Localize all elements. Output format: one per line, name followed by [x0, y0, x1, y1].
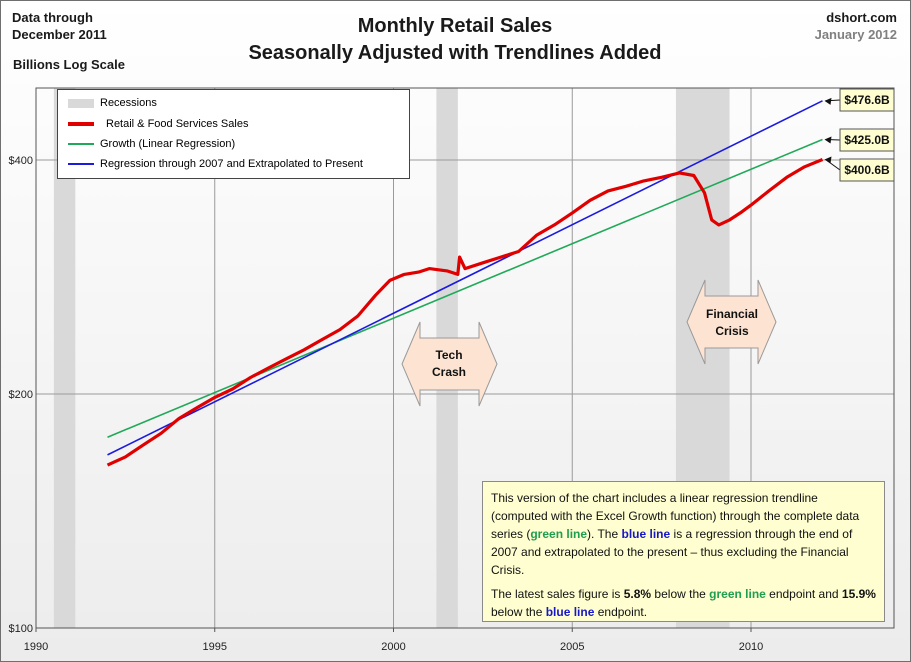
data-through-note: Data through December 2011: [12, 9, 107, 43]
explanation-paragraph-2: The latest sales figure is 5.8% below th…: [491, 587, 876, 619]
source-site[interactable]: dshort.com: [826, 10, 897, 25]
explanation-paragraph-1: This version of the chart includes a lin…: [491, 491, 860, 577]
x-tick-label-2000: 2000: [381, 641, 405, 653]
scale-label: Billions Log Scale: [13, 57, 125, 72]
legend-label-retail: Retail & Food Services Sales: [106, 118, 249, 130]
legend: Recessions Retail & Food Services Sales …: [57, 89, 410, 179]
tech-crash-line1: Tech: [435, 348, 463, 362]
source-date: January 2012: [814, 27, 897, 42]
chart-title: Monthly Retail Sales Seasonally Adjusted…: [200, 13, 710, 67]
callout-arrowhead-1: [824, 136, 832, 144]
retail-sales-line: [106, 158, 824, 467]
series-lines: [106, 100, 824, 467]
callout-arrowhead-2: [824, 156, 832, 164]
title-line1: Monthly Retail Sales: [357, 15, 553, 37]
tech-crash-label: Tech Crash: [412, 347, 486, 381]
callout-box-0: [839, 88, 895, 112]
recession-band-0: [53, 88, 76, 628]
regression-swatch: [68, 163, 94, 165]
financial-crisis-line1: Financial: [705, 307, 758, 321]
callout-label-1: $425.0B: [844, 133, 890, 147]
legend-label-growth: Growth (Linear Regression): [100, 138, 236, 150]
endpoint-callouts: $476.6B $425.0B $400.6B: [824, 88, 895, 182]
tech-crash-line2: Crash: [431, 365, 466, 379]
legend-label-recessions: Recessions: [100, 97, 157, 109]
callout-arrowhead-0: [824, 97, 832, 105]
tech-crash-arrow: [401, 321, 498, 407]
financial-crisis-arrow: [686, 279, 777, 365]
retail-swatch: [68, 122, 94, 126]
explanation-box: This version of the chart includes a lin…: [482, 481, 885, 622]
source-block: dshort.com January 2012: [815, 9, 897, 43]
x-tick-label-2010: 2010: [739, 641, 763, 653]
recession-swatch: [68, 98, 94, 108]
data-through-line1: Data through: [12, 10, 93, 25]
growth-swatch: [68, 143, 94, 145]
axis-ticks: 1990 1995 2000 2005 2010 $100 $200 $400: [9, 155, 764, 653]
financial-crisis-line2: Crisis: [715, 324, 749, 338]
legend-item-retail: Retail & Food Services Sales: [68, 116, 248, 132]
blue-regression-line: [107, 100, 823, 456]
y-tick-label-100: $100: [9, 623, 33, 635]
title-line2: Seasonally Adjusted with Trendlines Adde…: [248, 42, 662, 64]
y-tick-label-200: $200: [9, 389, 33, 401]
callout-label-2: $400.6B: [844, 163, 890, 177]
x-tick-label-1995: 1995: [203, 641, 227, 653]
legend-item-regression: Regression through 2007 and Extrapolated…: [68, 156, 363, 172]
callout-box-2: [839, 158, 895, 182]
callout-label-0: $476.6B: [844, 93, 890, 107]
legend-label-regression: Regression through 2007 and Extrapolated…: [100, 158, 363, 170]
x-tick-label-1990: 1990: [24, 641, 48, 653]
y-tick-label-400: $400: [9, 155, 33, 167]
legend-item-recessions: Recessions: [68, 95, 157, 111]
callout-box-1: [839, 128, 895, 152]
legend-item-growth: Growth (Linear Regression): [68, 136, 235, 152]
data-through-line2: December 2011: [12, 27, 107, 42]
financial-crisis-label: Financial Crisis: [693, 306, 771, 340]
annotation-arrows: [401, 279, 777, 407]
plot-border: [35, 87, 895, 629]
x-tick-label-2005: 2005: [560, 641, 584, 653]
